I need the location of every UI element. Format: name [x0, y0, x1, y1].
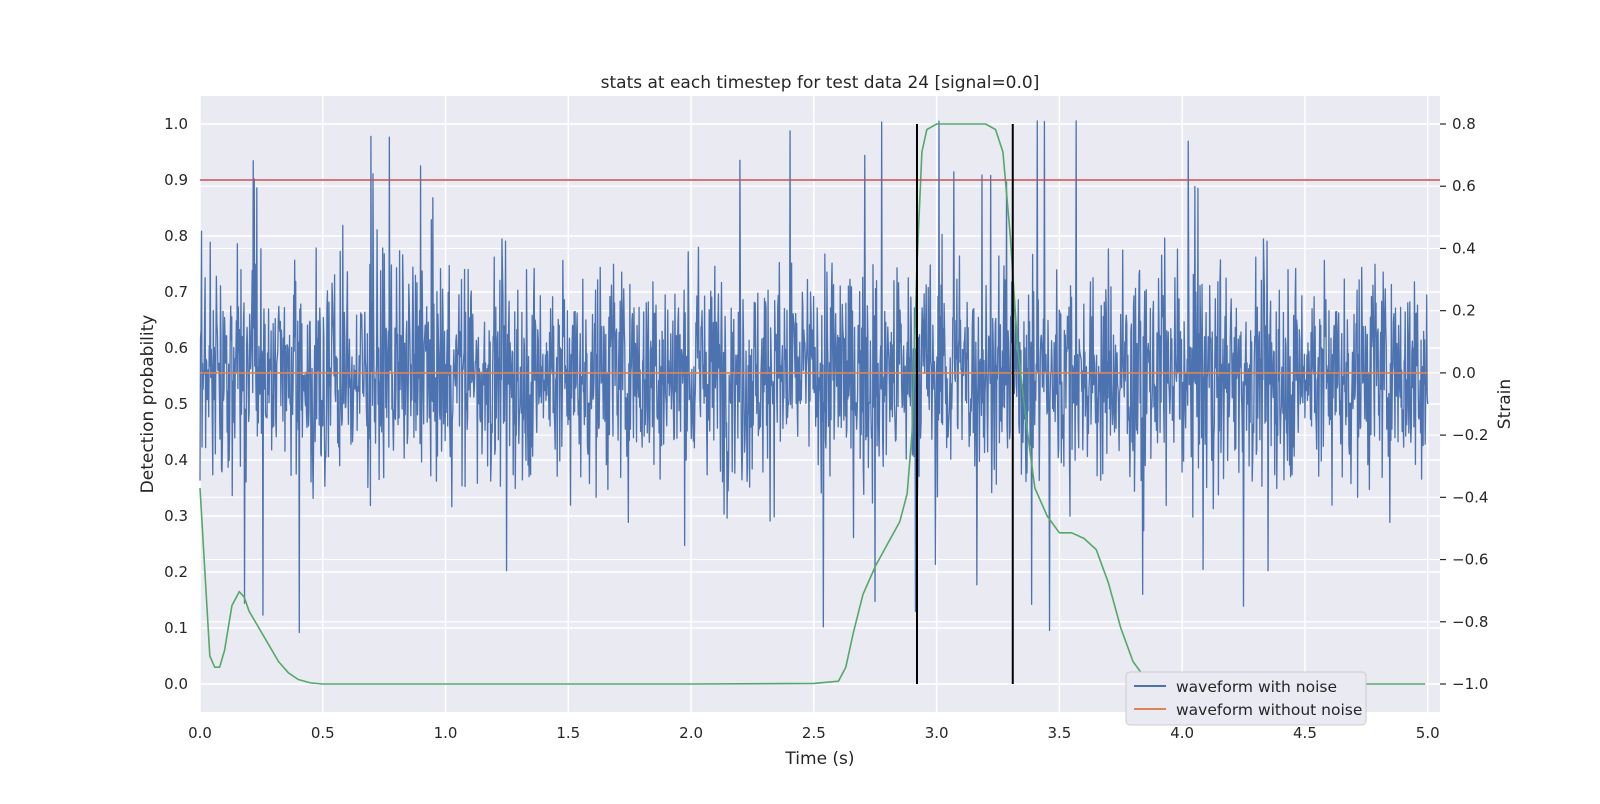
y-tick-label-left: 0.3 [164, 507, 188, 525]
x-tick-label: 1.5 [556, 724, 580, 742]
y-tick-label-right: −0.6 [1452, 551, 1488, 569]
x-tick-label: 5.0 [1416, 724, 1440, 742]
x-tick-label: 2.5 [802, 724, 826, 742]
series-layer [199, 120, 1440, 685]
y-tick-label-left: 0.5 [164, 395, 188, 413]
legend-label-waveform-with-noise: waveform with noise [1176, 678, 1337, 696]
y-tick-label-right: 0.6 [1452, 177, 1476, 195]
y-tick-label-left: 0.1 [164, 619, 188, 637]
y-tick-label-left: 0.2 [164, 563, 188, 581]
y-tick-label-right: −1.0 [1452, 675, 1488, 693]
y-tick-label-left: 0.0 [164, 675, 188, 693]
legend: waveform with noise waveform without noi… [1125, 671, 1367, 726]
y-tick-label-left: 0.6 [164, 339, 188, 357]
y-tick-label-right: 0.4 [1452, 239, 1476, 257]
x-tick-label: 2.0 [679, 724, 703, 742]
legend-box [1125, 671, 1367, 726]
x-tick-label: 0.5 [311, 724, 335, 742]
x-tick-label: 1.0 [434, 724, 458, 742]
x-tick-label: 4.0 [1170, 724, 1194, 742]
y-tick-label-right: 0.8 [1452, 115, 1476, 133]
y-tick-label-left: 0.4 [164, 451, 188, 469]
chart-title: stats at each timestep for test data 24 … [601, 73, 1040, 93]
x-tick-label: 3.5 [1047, 724, 1071, 742]
y-tick-label-right: −0.4 [1452, 488, 1488, 506]
x-axis-label: Time (s) [784, 749, 854, 769]
y-axis-label-right: Strain [1495, 379, 1515, 429]
x-tick-label: 3.0 [925, 724, 949, 742]
waveform-with-noise-line [199, 120, 1429, 634]
x-tick-label: 4.5 [1293, 724, 1317, 742]
tick-labels: 0.0 0.5 1.0 1.5 2.0 2.5 3.0 3.5 4.0 4.5 5.0 0.0 0.1 0… [164, 115, 1488, 742]
y-tick-label-right: −0.8 [1452, 613, 1488, 631]
y-tick-label-left: 0.7 [164, 283, 188, 301]
y-tick-label-left: 1.0 [164, 115, 188, 133]
x-tick-label: 0.0 [188, 724, 212, 742]
y-tick-label-right: 0.0 [1452, 364, 1476, 382]
legend-label-waveform-without-noise: waveform without noise [1176, 701, 1362, 719]
y-tick-label-left: 0.9 [164, 171, 188, 189]
detection-probability-line [199, 123, 1426, 685]
y-tick-label-right: −0.2 [1452, 426, 1488, 444]
y-tick-label-right: 0.2 [1452, 302, 1476, 320]
y-tick-label-left: 0.8 [164, 227, 188, 245]
y-axis-label-left: Detection probability [138, 315, 158, 494]
